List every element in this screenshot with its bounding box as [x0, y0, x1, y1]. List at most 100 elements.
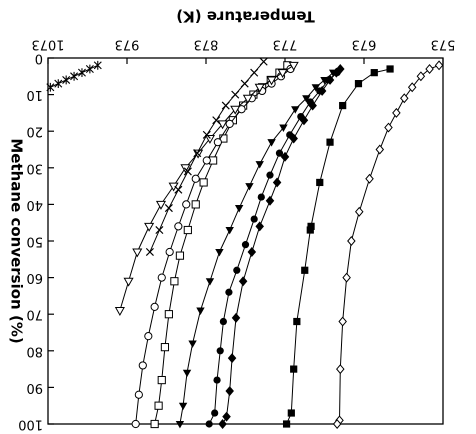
series-asterisk [46, 60, 102, 92]
data-point [157, 375, 166, 385]
series-line [154, 64, 288, 425]
data-point [316, 87, 324, 95]
data-point [227, 353, 237, 364]
data-point [168, 182, 179, 192]
data-point [250, 215, 258, 223]
data-point [416, 71, 426, 82]
data-point [316, 178, 324, 187]
data-point [272, 177, 282, 188]
data-point [70, 71, 79, 81]
data-point [291, 106, 300, 114]
data-point [46, 82, 55, 92]
data-point [219, 317, 227, 326]
data-point [266, 76, 277, 86]
data-point [164, 310, 173, 319]
data-point [170, 277, 179, 286]
data-point [213, 376, 221, 384]
series-line [119, 64, 294, 311]
data-point [204, 135, 216, 144]
data-point [290, 365, 298, 373]
data-point [145, 247, 154, 257]
series-filled-diamond [218, 64, 345, 429]
series-filled-triangle-down [175, 69, 338, 429]
data-point [191, 174, 200, 183]
data-point [338, 316, 347, 327]
data-point [301, 266, 309, 274]
data-point [188, 340, 197, 348]
data-point [434, 60, 444, 71]
data-point [286, 131, 294, 139]
data-point [365, 173, 374, 184]
data-point [392, 107, 401, 118]
data-point [157, 273, 166, 282]
x-tick-label: 873 [194, 37, 219, 52]
data-point [266, 171, 274, 179]
data-point [132, 248, 143, 258]
data-point [255, 221, 264, 232]
y-tick-label: 20 [26, 124, 43, 139]
y-tick-label: 70 [26, 307, 43, 322]
data-point [247, 247, 257, 257]
data-point [332, 419, 342, 429]
x-tick-label: 1073 [31, 37, 64, 52]
series-open-diamond [332, 60, 444, 429]
data-point [311, 84, 321, 92]
y-tick-label: 100 [18, 417, 43, 432]
data-point [175, 251, 185, 260]
data-point [225, 119, 234, 128]
data-point [230, 105, 241, 115]
data-point [275, 149, 284, 157]
data-point [199, 178, 208, 187]
data-point [144, 332, 153, 341]
data-point [178, 402, 188, 411]
data-point [238, 276, 248, 287]
data-point [114, 307, 125, 316]
data-point [183, 225, 192, 235]
data-point [150, 419, 159, 429]
data-point [375, 144, 385, 155]
data-point [259, 57, 268, 66]
data-point [144, 222, 155, 232]
y-tick-label: 40 [26, 197, 43, 212]
data-point [245, 183, 254, 191]
data-point [175, 421, 185, 429]
y-tick-label: 50 [26, 234, 43, 249]
series-filled-circle [205, 69, 341, 428]
data-point [297, 112, 305, 121]
data-point [231, 312, 241, 323]
data-point [155, 200, 167, 210]
data-point [265, 195, 275, 206]
data-point [287, 409, 295, 417]
plot-frame [47, 57, 444, 425]
data-point [202, 130, 211, 139]
data-point [279, 124, 288, 132]
data-point [370, 69, 378, 77]
data-point [54, 79, 63, 89]
data-point [217, 120, 228, 130]
data-point [155, 225, 164, 235]
data-point [212, 116, 221, 125]
series-line [336, 64, 440, 425]
data-point [196, 307, 205, 315]
data-point [288, 61, 299, 71]
data-point [138, 361, 147, 370]
data-point [218, 419, 227, 429]
data-point [211, 409, 219, 417]
series-cross [145, 57, 268, 257]
y-tick-label: 10 [26, 87, 43, 102]
data-point [425, 64, 434, 74]
data-point [215, 248, 224, 257]
data-point [355, 206, 364, 217]
series-line [179, 72, 334, 425]
data-point [277, 69, 288, 79]
data-point [257, 193, 265, 201]
data-point [240, 79, 249, 88]
data-point [302, 95, 311, 103]
data-point [254, 83, 265, 93]
data-point [77, 68, 86, 78]
x-axis: 573 673 773 873 973 1073 [31, 37, 455, 64]
series-open-triangle-down [114, 61, 299, 316]
data-point [306, 226, 314, 234]
x-tick-label: 973 [115, 37, 140, 52]
data-point [347, 236, 356, 246]
